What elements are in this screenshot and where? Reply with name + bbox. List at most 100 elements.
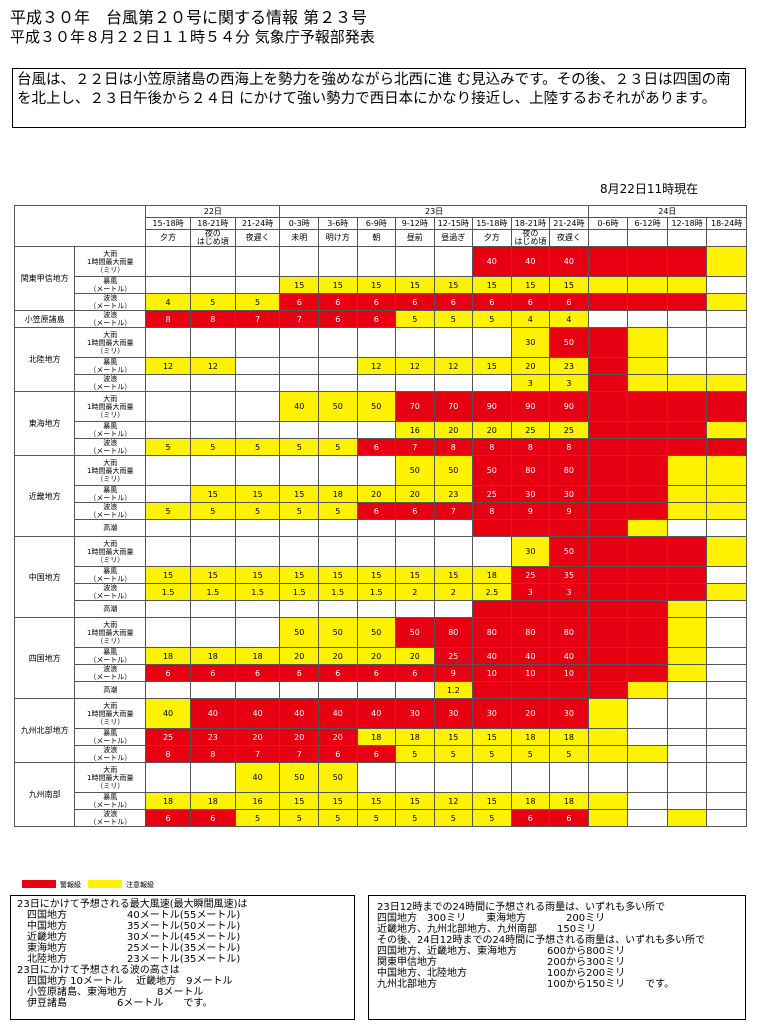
timeofday-header [706,229,747,247]
text-line: 近畿地方、九州北部地方、九州南部 150ミリ [377,924,597,935]
forecast-cell [587,792,629,810]
forecast-cell [356,536,397,567]
forecast-cell [627,583,668,601]
forecast-cell [706,536,747,567]
forecast-cell: 15 [279,276,319,294]
timeofday-header [627,229,668,247]
forecast-cell: 18 [472,566,512,584]
forecast-cell [627,293,668,311]
forecast-cell: 50 [318,762,358,793]
forecast-cell [627,502,668,520]
item-label: 波浪 （メートル） [74,502,147,520]
forecast-cell: 50 [395,455,435,486]
forecast-cell [549,681,589,699]
forecast-cell [356,600,397,618]
forecast-cell: 15 [395,566,435,584]
forecast-cell: 90 [472,391,512,422]
forecast-cell: 25 [472,485,512,503]
text-line: 九州北部地方 100から150ミリ です。 [377,979,675,990]
forecast-cell: 2 [395,583,435,601]
timeofday-header [587,229,629,247]
forecast-cell: 7 [433,502,474,520]
forecast-cell: 6 [356,438,397,456]
forecast-cell: 30 [549,485,589,503]
forecast-cell: 5 [279,809,319,827]
forecast-cell: 12 [189,357,236,375]
legend-advisory-label: 注意報級 [126,881,154,889]
summary-box: 台風は、２２日は小笠原諸島の西海上を勢力を強めながら北西に進 む見込みです。その… [12,68,746,128]
forecast-cell [706,698,747,729]
forecast-cell [666,485,708,503]
forecast-cell [627,327,668,358]
forecast-cell: 10 [510,664,551,682]
region-name: 東海地方 [13,391,76,456]
forecast-cell: 5 [395,809,435,827]
forecast-cell [627,455,668,486]
table-row: 波浪 （メートル） 4 5 5 6 6 6 6 6 6 6 6 [15,293,747,311]
forecast-cell: 6 [356,293,397,311]
forecast-cell: 5 [189,293,236,311]
day-header: 24日 [587,205,748,218]
period-header: 21-24時 [234,217,281,230]
forecast-cell: 5 [189,502,236,520]
forecast-cell [356,455,397,486]
forecast-cell [666,327,708,358]
forecast-cell: 6 [395,502,435,520]
forecast-cell: 15 [433,276,474,294]
period-header: 15-18時 [145,217,191,230]
forecast-cell [587,809,629,827]
forecast-cell [279,374,319,392]
forecast-cell [627,421,668,439]
forecast-cell [433,600,474,618]
forecast-cell: 23 [189,728,236,746]
forecast-cell: 16 [395,421,435,439]
forecast-cell: 8 [433,438,474,456]
table-row: 高潮 [15,600,747,618]
forecast-cell: 1.5 [145,583,191,601]
forecast-cell: 30 [510,536,551,567]
forecast-cell: 15 [279,566,319,584]
forecast-cell: 6 [145,809,191,827]
forecast-cell [433,246,474,277]
item-label: 暴風 （メートル） [74,357,147,375]
forecast-cell: 10 [549,664,589,682]
forecast-cell: 6 [395,664,435,682]
forecast-cell: 50 [549,536,589,567]
forecast-cell [666,583,708,601]
forecast-cell [395,536,435,567]
timeofday-header: 昼過ぎ [433,229,474,247]
item-label: 波浪 （メートル） [74,583,147,601]
item-label: 大雨 1時間最大雨量 （ミリ） [74,536,147,567]
forecast-cell: 3 [549,374,589,392]
forecast-cell [279,357,319,375]
forecast-cell: 90 [549,391,589,422]
forecast-cell [706,728,747,746]
table-row: 九州南部 大雨 1時間最大雨量 （ミリ） 40 50 50 [13,762,747,827]
forecast-cell [627,519,668,537]
forecast-cell: 80 [472,617,512,648]
forecast-cell: 5 [279,502,319,520]
forecast-cell: 25 [510,566,551,584]
forecast-cell [356,681,397,699]
forecast-cell: 20 [510,698,551,729]
text-line: 四国地方、近畿地方、東海地方 600から800ミリ [377,946,626,957]
period-header: 6-12時 [627,217,668,230]
forecast-cell [706,246,747,277]
forecast-cell: 23 [433,485,474,503]
forecast-cell [234,681,281,699]
forecast-cell: 6 [510,293,551,311]
item-label: 高潮 [74,519,147,537]
text-line: 東海地方 25メートル(35メートル) [17,943,241,954]
forecast-table: 22日 23日 24日 15-18時 18-21時 21-24時 0-3時 3-6時 6-9時 9… [13,205,748,827]
forecast-cell [279,246,319,277]
forecast-cell [666,728,708,746]
forecast-cell: 15 [395,792,435,810]
forecast-cell: 40 [189,698,236,729]
forecast-cell [395,762,435,793]
forecast-cell [587,357,629,375]
forecast-cell: 5 [433,745,474,763]
period-header: 12-18時 [666,217,708,230]
forecast-cell [549,519,589,537]
forecast-cell: 15 [433,566,474,584]
forecast-cell: 50 [279,617,319,648]
